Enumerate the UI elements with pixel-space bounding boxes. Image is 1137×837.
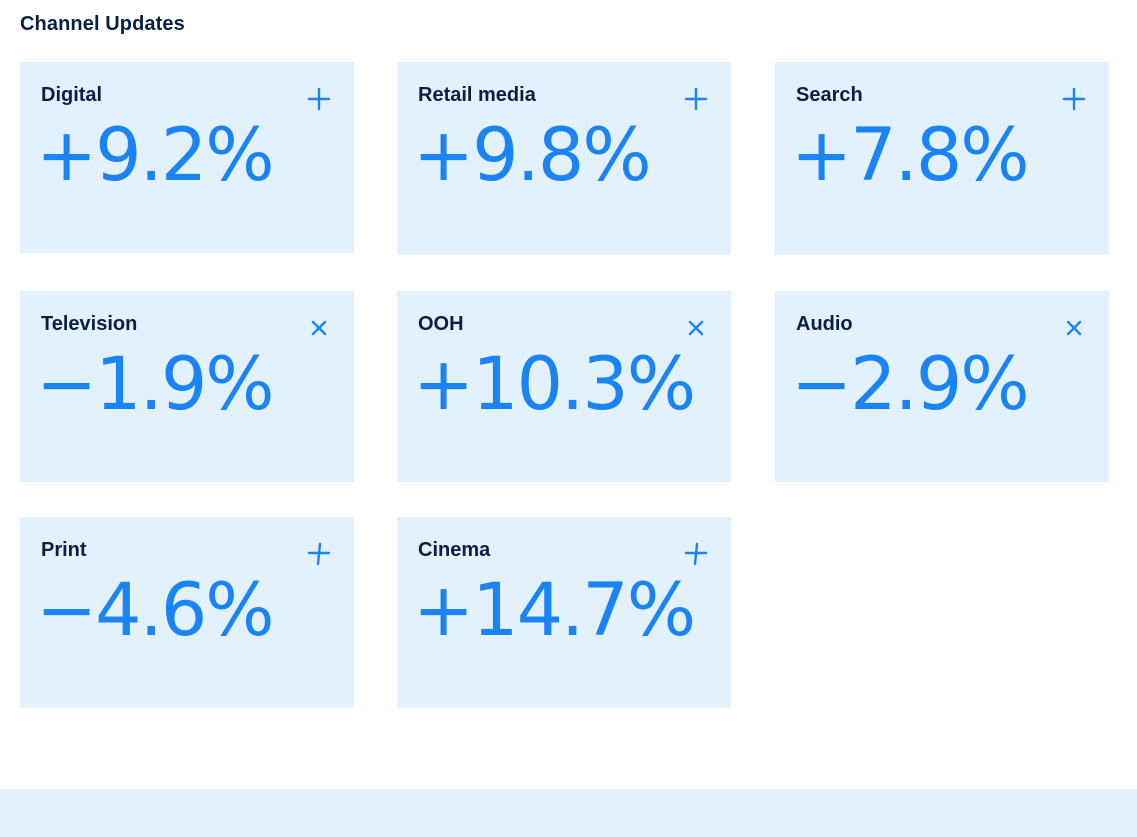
channel-card-cinema[interactable]: Cinema +14.7% [397,517,731,708]
plus-icon[interactable] [1061,86,1087,112]
footer-band [0,789,1137,837]
plus-icon[interactable] [306,86,332,112]
channel-card-ooh[interactable]: OOH +10.3% [397,291,731,482]
close-icon[interactable] [683,315,709,341]
channel-card-search[interactable]: Search +7.8% [775,62,1109,255]
close-icon[interactable] [1061,315,1087,341]
channel-card-audio[interactable]: Audio −2.9% [775,291,1109,482]
plus-icon[interactable] [683,541,709,567]
plus-icon[interactable] [306,541,332,567]
channel-label: Audio [796,313,853,335]
channel-card-digital[interactable]: Digital +9.2% [20,62,354,253]
channel-value: +14.7% [413,568,696,653]
channel-label: Digital [41,84,103,106]
channel-label: Print [41,539,87,561]
channel-label: Retail media [418,84,536,106]
channel-card-print[interactable]: Print −4.6% [20,517,354,708]
channel-value: +7.8% [791,113,1030,198]
channel-value: +9.8% [413,113,652,198]
plus-icon[interactable] [683,86,709,112]
channel-label: Television [41,313,138,335]
channel-label: OOH [418,313,464,335]
channel-value: −2.9% [791,342,1030,427]
channel-value: −4.6% [36,568,275,653]
channel-label: Search [796,84,863,106]
channel-value: −1.9% [36,342,275,427]
close-icon[interactable] [306,315,332,341]
channel-label: Cinema [418,539,491,561]
channel-value: +10.3% [413,342,696,427]
section-title: Channel Updates [20,13,185,35]
channel-card-retail-media[interactable]: Retail media +9.8% [397,62,731,255]
channel-card-television[interactable]: Television −1.9% [20,291,354,482]
channel-value: +9.2% [36,113,275,198]
